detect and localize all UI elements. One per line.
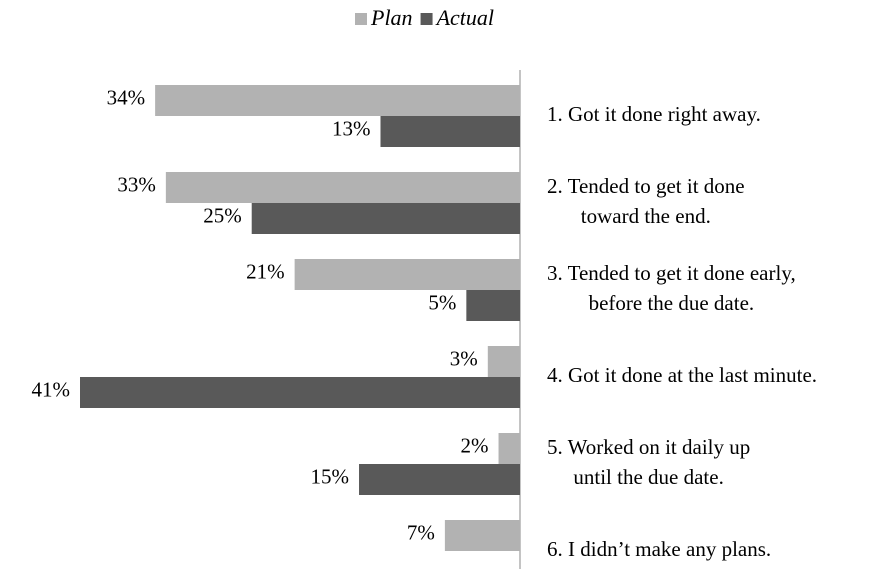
bar [294, 259, 520, 290]
bar [165, 172, 521, 203]
bar [80, 377, 520, 408]
bar [380, 116, 520, 147]
bar [444, 520, 520, 551]
legend-label: Actual [435, 5, 494, 30]
value-label: 3% [450, 346, 478, 370]
value-label: 34% [107, 85, 146, 109]
bar [251, 203, 520, 234]
bar [155, 85, 520, 116]
value-label: 2% [461, 433, 489, 457]
bar [359, 464, 520, 495]
legend-swatch [420, 13, 433, 25]
value-label: 7% [407, 520, 435, 544]
legend-label: Plan [370, 5, 413, 30]
value-label: 5% [428, 290, 456, 314]
value-label: 13% [332, 116, 371, 140]
category-label: 4. Got it done at the last minute. [547, 363, 817, 387]
bar [466, 290, 520, 321]
category-label: toward the end. [581, 204, 711, 228]
bar [498, 433, 520, 464]
category-label: 6. I didn’t make any plans. [547, 537, 771, 561]
category-label: 1. Got it done right away. [547, 102, 761, 126]
category-label: 3. Tended to get it done early, [547, 261, 796, 285]
category-label: until the due date. [573, 465, 723, 489]
legend-swatch [355, 13, 367, 25]
value-label: 41% [32, 377, 71, 401]
category-label: 5. Worked on it daily up [547, 435, 750, 459]
value-label: 25% [203, 203, 242, 227]
category-label: 2. Tended to get it done [547, 174, 745, 198]
value-label: 21% [246, 259, 285, 283]
value-label: 15% [311, 464, 350, 488]
bar [487, 346, 520, 377]
value-label: 33% [117, 172, 156, 196]
category-label: before the due date. [589, 291, 755, 315]
